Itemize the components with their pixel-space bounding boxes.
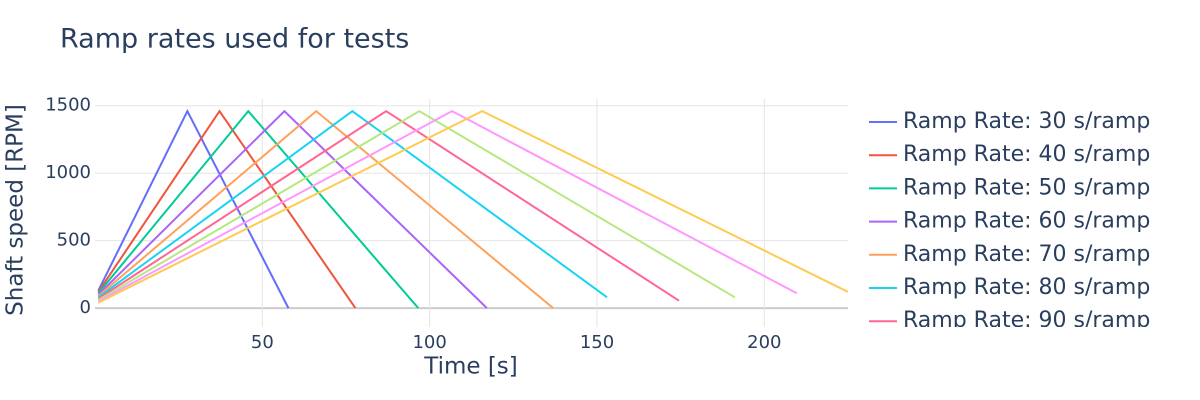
series-line [97,110,798,303]
series-line [97,109,488,309]
series-line [97,109,357,309]
x-tick-label: 100 [412,332,446,353]
series-line [97,109,680,302]
y-tick-label: 0 [80,297,91,318]
y-tick-label: 1500 [45,95,91,116]
grid: 0 500 1000 1500 50 100 150 200 [45,95,848,353]
y-tick-label: 500 [57,230,91,251]
series-line [97,109,420,309]
legend-label: Ramp Rate: 40 s/ramp [903,142,1150,167]
legend: Ramp Rate: 30 s/ramp Ramp Rate: 40 s/ramp… [869,109,1164,400]
y-tick-label: 1000 [45,162,91,183]
x-tick-label: 150 [580,332,614,353]
legend-label: Ramp Rate: 80 s/ramp [903,275,1150,300]
x-axis-title: Time [s] [423,354,518,380]
series-line [97,109,736,301]
y-axis-title: Shaft speed [RPM] [3,104,29,316]
legend-label: Ramp Rate: 70 s/ramp [903,242,1150,267]
legend-label: Ramp Rate: 50 s/ramp [903,175,1150,200]
legend-label: Ramp Rate: 60 s/ramp [903,209,1150,234]
series-line [97,109,554,309]
plot-area [97,108,848,309]
legend-label: Ramp Rate: 90 s/ramp [903,308,1150,333]
series-line [97,108,290,309]
series-line [97,109,608,299]
legend-label: Ramp Rate: 100 s/ramp [903,341,1164,366]
series-line [97,110,848,304]
legend-label: Ramp Rate: 110 s/ramp [903,375,1164,400]
x-tick-label: 50 [251,332,274,353]
legend-label: Ramp Rate: 30 s/ramp [903,109,1150,134]
chart-title: Ramp rates used for tests [60,24,409,55]
x-tick-label: 200 [747,332,781,353]
